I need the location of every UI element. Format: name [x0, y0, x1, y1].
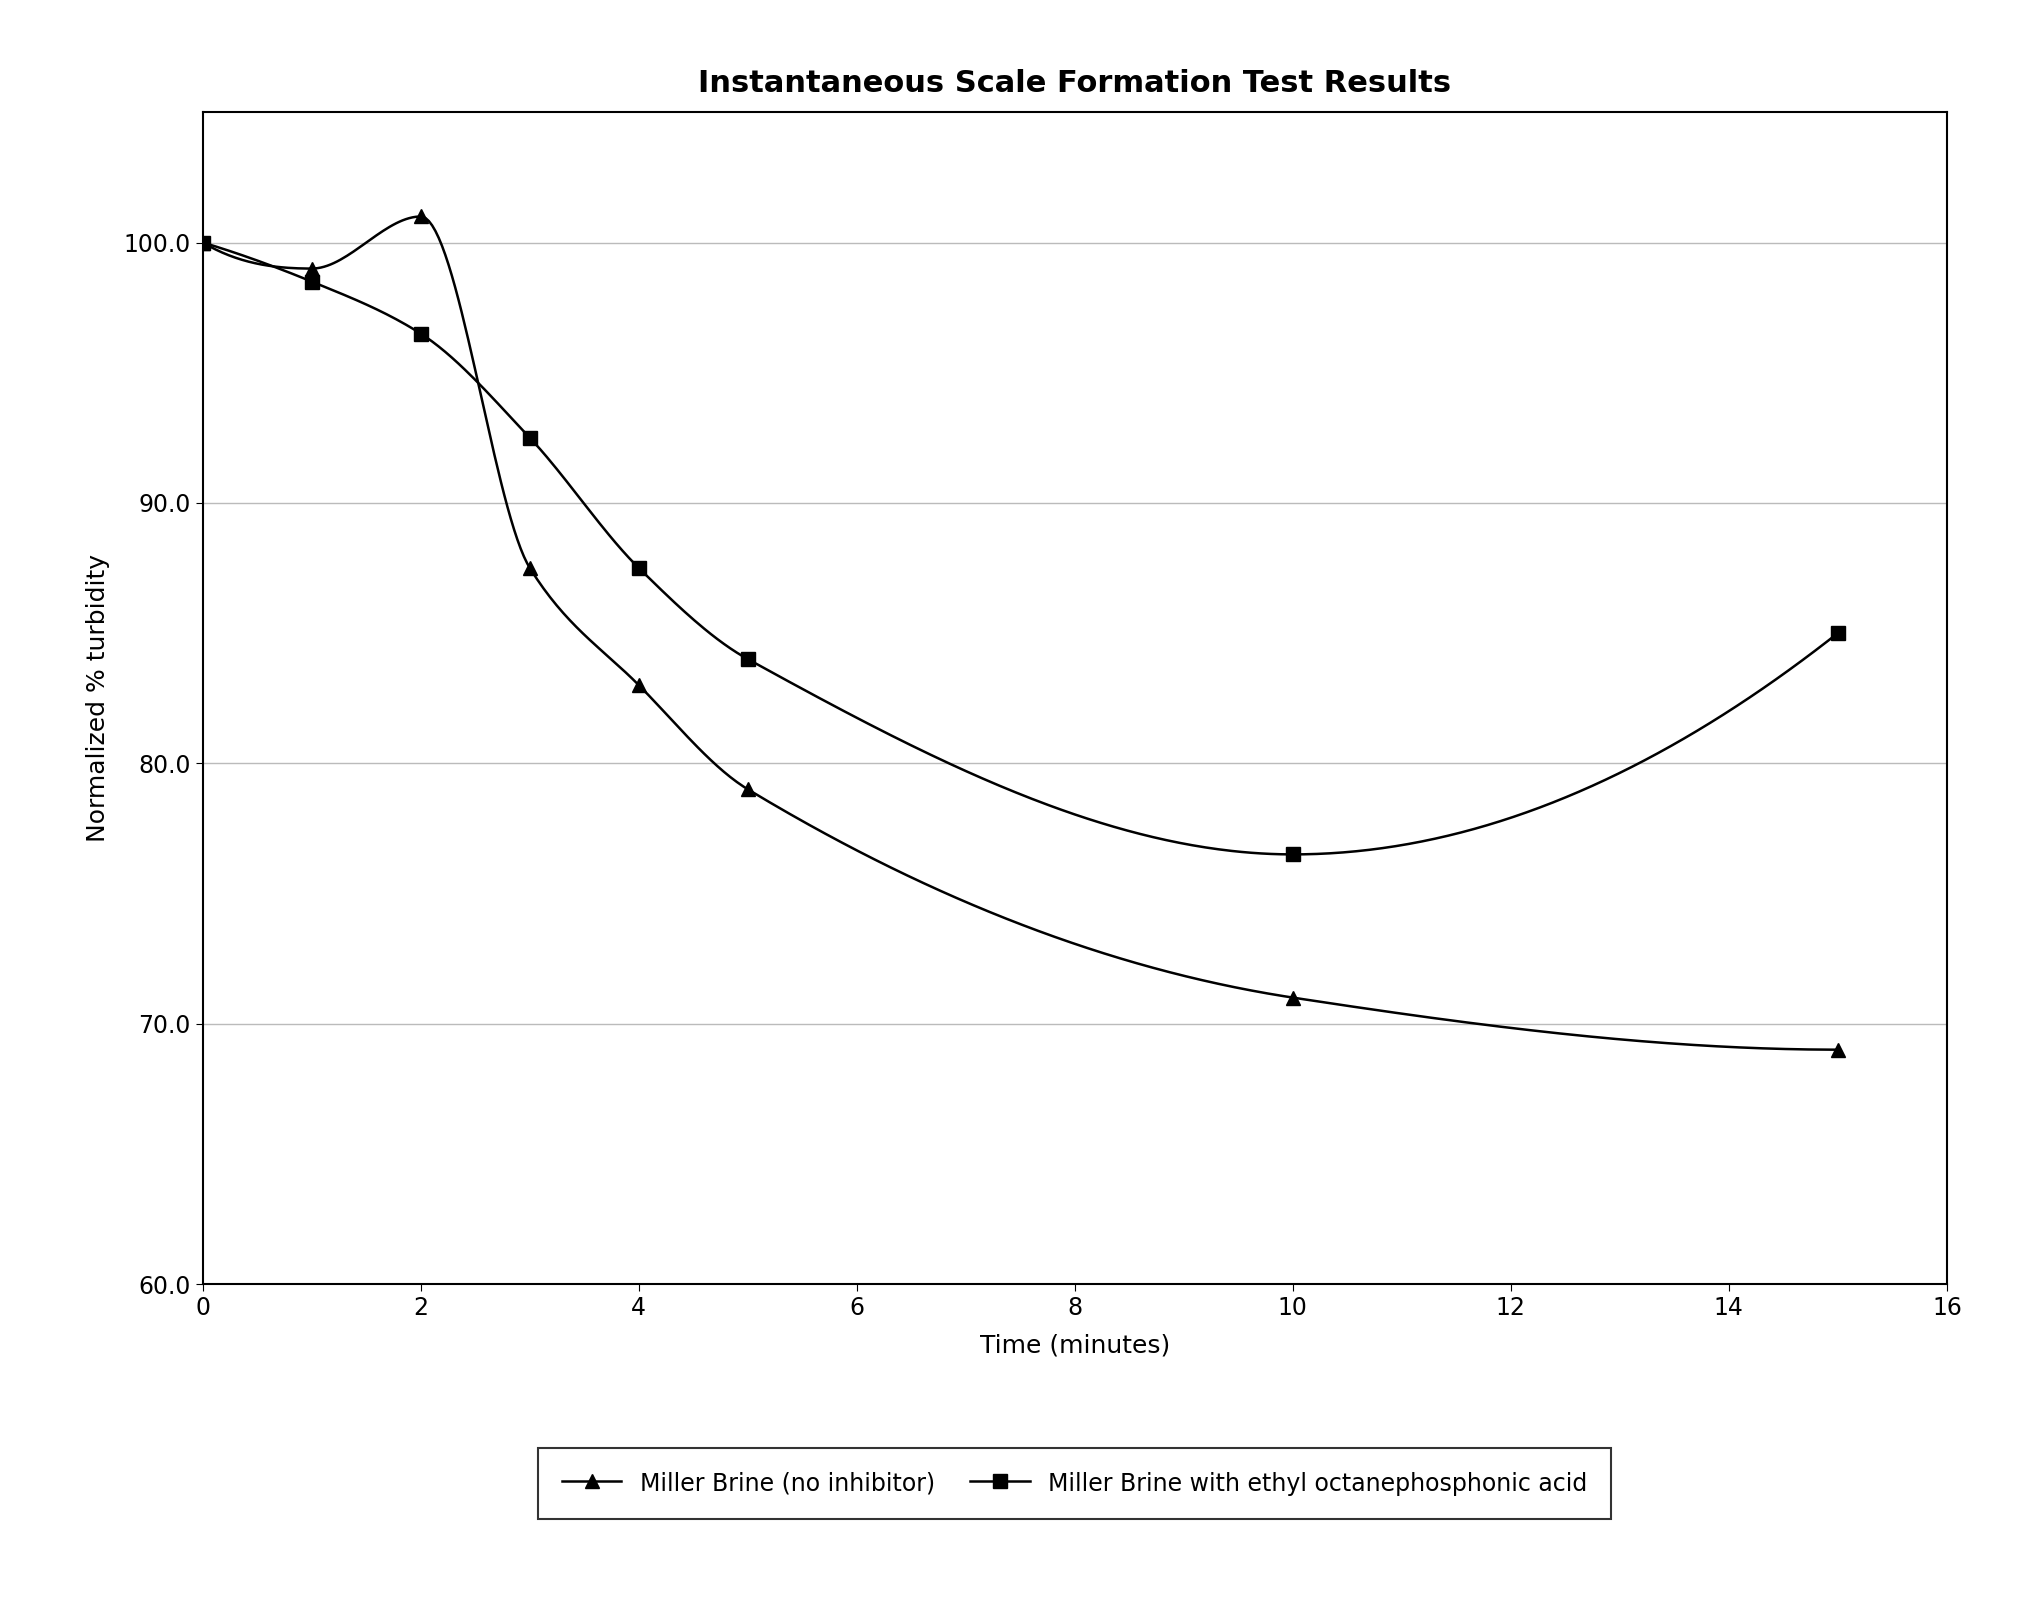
Title: Instantaneous Scale Formation Test Results: Instantaneous Scale Formation Test Resul… [698, 69, 1452, 98]
X-axis label: Time (minutes): Time (minutes) [980, 1334, 1170, 1358]
Legend: Miller Brine (no inhibitor), Miller Brine with ethyl octanephosphonic acid: Miller Brine (no inhibitor), Miller Brin… [537, 1448, 1612, 1520]
Y-axis label: Normalized % turbidity: Normalized % turbidity [85, 554, 110, 843]
